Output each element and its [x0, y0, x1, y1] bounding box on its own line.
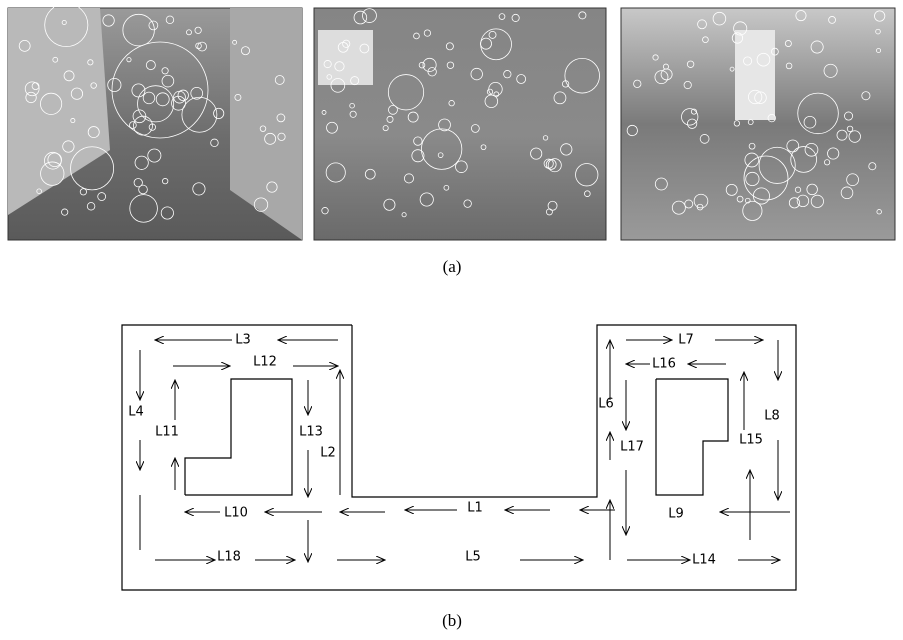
route-label: L3: [235, 333, 251, 348]
route-label: L6: [598, 397, 614, 412]
photos: [8, 3, 895, 240]
route-label: L15: [739, 433, 763, 448]
photo-monitor: [318, 30, 373, 85]
route-labels: L1 L2 L3 L4 L5 L6 L7 L8 L9 L10 L11 L12 L13 L14 L15 L16 L…: [128, 333, 780, 568]
route-label: L7: [678, 333, 694, 348]
caption-a: (a): [443, 257, 462, 276]
photo-light: [735, 30, 775, 120]
inner-block: [656, 379, 728, 495]
route-label: L17: [620, 440, 644, 455]
arrows: [140, 340, 790, 562]
route-label: L18: [217, 550, 241, 565]
route-label: L11: [155, 425, 179, 440]
route-label: L1: [467, 501, 483, 516]
route-label: L2: [320, 446, 336, 461]
inner-block: [185, 379, 292, 495]
route-label: L14: [692, 553, 716, 568]
figure: (a) L1 L2 L3 L4 L5 L6 L7 L8 L9 L10 L11 L12 L13 L14 L15…: [0, 0, 903, 635]
route-label: L4: [128, 405, 144, 420]
route-label: L13: [299, 425, 323, 440]
route-label: L8: [764, 409, 780, 424]
route-label: L9: [668, 507, 684, 522]
route-label: L12: [253, 355, 277, 370]
route-label: L5: [465, 550, 481, 565]
caption-b: (b): [442, 611, 462, 630]
route-label: L16: [652, 357, 676, 372]
route-label: L10: [224, 506, 248, 521]
